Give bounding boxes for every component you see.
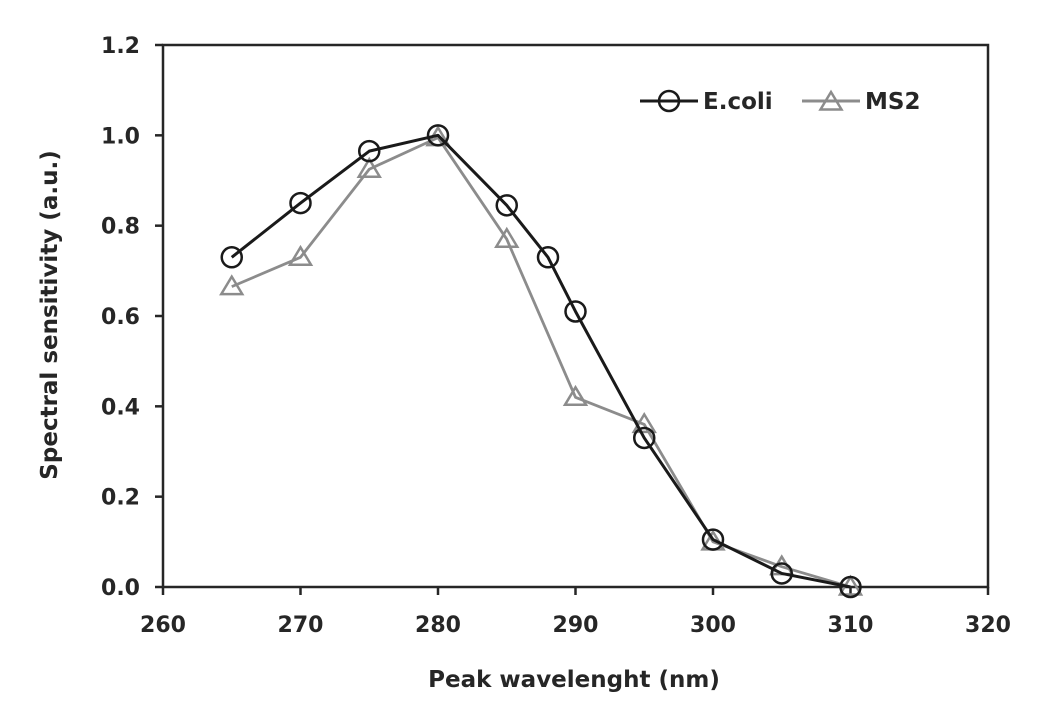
data-point-e-coli: [839, 575, 862, 599]
y-tick-label: 1.0: [101, 124, 140, 149]
y-tick-label: 1.2: [101, 34, 140, 59]
series-ms2: [219, 125, 864, 596]
data-point-e-coli: [426, 124, 450, 147]
y-axis: 0.0 0.2 0.4 0.6 0.8 1.0 1.2: [101, 34, 163, 601]
data-point-e-coli: [770, 562, 793, 585]
x-axis-title: Peak wavelenght (nm): [428, 667, 720, 693]
data-point-e-coli: [289, 191, 312, 215]
legend-label-e-coli: E.coli: [703, 89, 773, 115]
data-point-ms2: [562, 384, 589, 407]
legend-item-e-coli: E.coli: [640, 89, 773, 115]
y-tick-label: 0.4: [101, 395, 140, 420]
axis-frame: [161, 43, 990, 589]
series-e-coli: [220, 124, 862, 599]
data-point-e-coli: [495, 194, 518, 217]
x-tick-label: 270: [278, 613, 324, 638]
y-tick-label: 0.6: [101, 305, 140, 330]
plot-area-border: [161, 43, 990, 589]
x-tick-label: 310: [828, 613, 874, 638]
x-tick-label: 290: [553, 613, 599, 638]
x-tick-label: 300: [690, 613, 736, 638]
data-point-e-coli: [536, 246, 560, 269]
y-tick-label: 0.0: [101, 576, 140, 601]
data-point-e-coli: [701, 528, 725, 551]
x-tick-label: 280: [415, 613, 461, 638]
data-point-ms2: [631, 411, 657, 434]
data-point-ms2: [287, 244, 314, 267]
data-point-ms2: [494, 226, 520, 248]
legend-label-ms2: MS2: [865, 89, 920, 115]
data-point-ms2: [219, 274, 245, 296]
series-line-ms2: [231, 136, 851, 589]
legend-marker-e-coli: [657, 89, 681, 113]
legend-marker-ms2: [818, 89, 844, 111]
legend: E.coli MS2: [640, 89, 920, 115]
y-tick-label: 0.8: [101, 215, 140, 240]
series-layer: [219, 124, 864, 599]
data-point-e-coli: [358, 139, 381, 163]
x-tick-label: 260: [140, 613, 186, 638]
data-point-e-coli: [220, 246, 243, 269]
y-axis-title: Spectral sensitivity (a.u.): [37, 150, 63, 479]
series-line-e-coli: [230, 133, 851, 589]
data-point-ms2: [356, 156, 382, 178]
data-point-e-coli: [564, 300, 587, 323]
y-tick-label: 0.2: [101, 486, 140, 511]
x-tick-label: 320: [965, 613, 1011, 638]
x-axis: 260 270 280 290 300 310 320: [140, 587, 1011, 638]
legend-item-ms2: MS2: [802, 89, 920, 115]
data-point-e-coli: [633, 426, 656, 450]
